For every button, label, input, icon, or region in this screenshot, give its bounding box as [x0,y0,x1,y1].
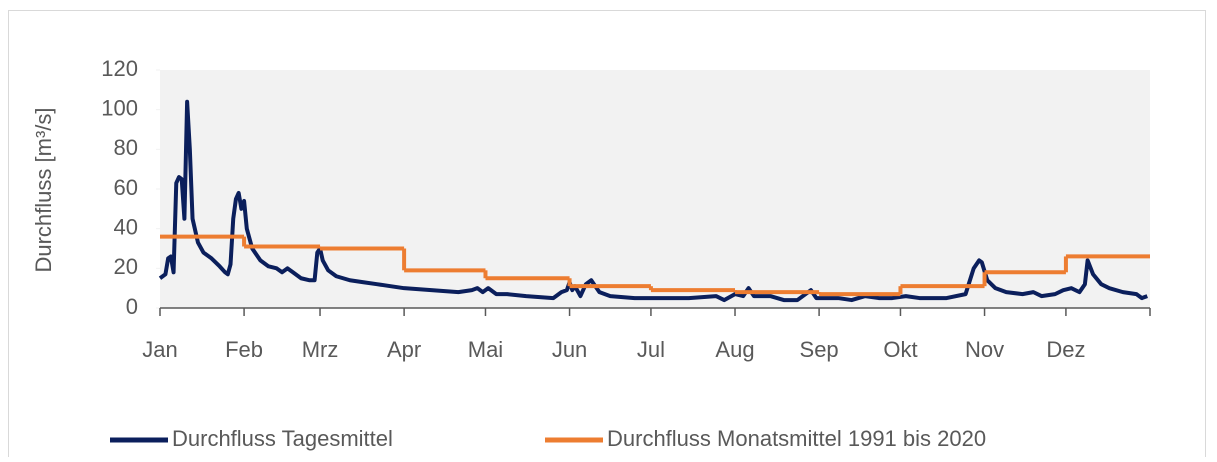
y-tick-label: 40 [114,214,138,239]
y-tick-label: 20 [114,254,138,279]
x-tick-label: Sep [800,337,839,362]
y-tick-label: 100 [101,95,138,120]
x-tick-label: Mai [468,337,503,362]
y-tick-label: 120 [101,56,138,81]
x-tick-label: Apr [387,337,421,362]
chart-border [8,10,1206,462]
x-tick-label: Jan [142,337,177,362]
x-tick-label: Okt [883,337,917,362]
legend-label: Durchfluss Tagesmittel [172,426,393,451]
x-tick-label: Nov [965,337,1004,362]
y-axis-title: Durchfluss [m³/s] [31,107,56,272]
y-tick-label: 60 [114,175,138,200]
x-tick-label: Dez [1046,337,1085,362]
y-tick-label: 80 [114,135,138,160]
x-tick-label: Jul [637,337,665,362]
x-tick-label: Mrz [302,337,339,362]
legend-label: Durchfluss Monatsmittel 1991 bis 2020 [607,426,986,451]
x-tick-label: Jun [552,337,587,362]
x-tick-label: Aug [715,337,754,362]
x-tick-label: Feb [225,337,263,362]
y-tick-label: 0 [126,294,138,319]
